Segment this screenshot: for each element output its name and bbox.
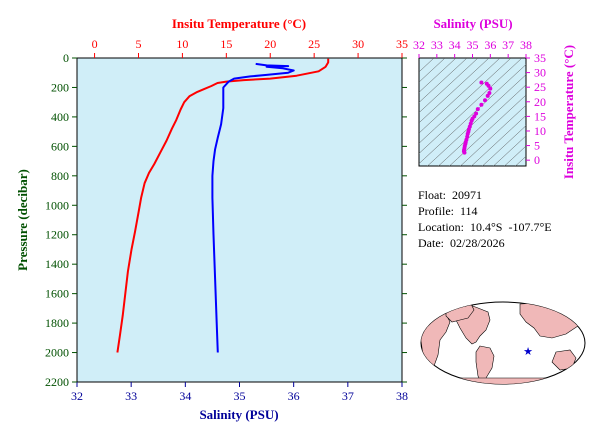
ts-temperature-tick-label: 10 [534, 124, 546, 138]
pressure-tick-label: 200 [51, 80, 69, 94]
ts-salinity-axis-label: Salinity (PSU) [433, 16, 512, 31]
ts-density-contours [419, 33, 595, 172]
ts-salinity-tick-label: 32 [413, 38, 425, 52]
density-contour [460, 104, 526, 166]
float-location: Location: 10.4°S -107.7°E [418, 220, 552, 234]
ts-temperature-tick-label: 5 [534, 139, 540, 153]
density-contour [493, 135, 526, 166]
float-id: Float: 20971 [418, 188, 483, 202]
salinity-tick-label: 34 [179, 389, 191, 403]
temperature-tick-label: 5 [135, 37, 141, 51]
density-contour [419, 58, 501, 134]
ts-plot-area [418, 57, 527, 167]
ts-point [486, 83, 491, 88]
pressure-tick-label: 2000 [45, 346, 69, 360]
temperature-tick-label: 35 [396, 37, 408, 51]
ts-salinity-tick-label: 34 [449, 38, 461, 52]
ts-temperature-tick-label: 20 [534, 95, 546, 109]
ts-salinity-tick-label: 33 [431, 38, 443, 52]
profile-axes: 0 5 10 15 20 25 30 35 32 33 34 35 36 37 38 0 200 400 600 80… [45, 37, 408, 403]
pressure-tick-label: 1000 [45, 198, 69, 212]
ts-point [475, 107, 480, 112]
salinity-tick-label: 37 [342, 389, 354, 403]
pressure-tick-label: 2200 [45, 375, 69, 389]
world-map: ★ [420, 301, 586, 385]
density-contour [520, 33, 595, 172]
ts-temperature-tick-label: 15 [534, 109, 546, 123]
ts-salinity-tick-label: 37 [502, 38, 514, 52]
ts-temperature-axis-label: Insitu Temperature (°C) [561, 45, 576, 179]
float-location-marker: ★ [523, 346, 533, 358]
ts-point [488, 86, 493, 91]
pressure-tick-label: 1600 [45, 287, 69, 301]
pressure-tick-label: 400 [51, 110, 69, 124]
density-contour [427, 74, 526, 166]
ts-temperature-tick-label: 30 [534, 66, 546, 80]
ts-temperature-tick-label: 25 [534, 80, 546, 94]
ts-point [462, 150, 467, 155]
pressure-tick-label: 1400 [45, 257, 69, 271]
ts-point [483, 98, 487, 103]
density-contour [419, 58, 479, 114]
ts-salinity-tick-label: 35 [467, 38, 479, 52]
pressure-tick-label: 600 [51, 139, 69, 153]
density-contour [419, 64, 526, 164]
profile-plot-area [76, 57, 403, 383]
temperature-axis-label: Insitu Temperature (°C) [172, 16, 306, 31]
salinity-tick-label: 35 [234, 389, 246, 403]
density-contour [449, 94, 526, 166]
salinity-tick-label: 38 [396, 389, 408, 403]
ts-point [485, 93, 490, 98]
density-contour [471, 115, 526, 166]
salinity-tick-label: 36 [288, 389, 300, 403]
temperature-profile-line [116, 58, 330, 353]
temperature-tick-label: 20 [264, 37, 276, 51]
ts-points [461, 80, 493, 155]
ts-temperature-tick-label: 0 [534, 153, 540, 167]
density-contour [438, 84, 526, 166]
temperature-tick-label: 25 [308, 37, 320, 51]
temperature-tick-label: 15 [220, 37, 232, 51]
salinity-profile-line [211, 62, 295, 353]
pressure-tick-label: 1200 [45, 228, 69, 242]
salinity-tick-label: 32 [71, 389, 83, 403]
density-contour [419, 58, 512, 144]
pressure-tick-label: 0 [63, 51, 69, 65]
pressure-tick-label: 1800 [45, 316, 69, 330]
pressure-axis-label: Pressure (decibar) [15, 169, 30, 271]
ts-point [479, 80, 484, 85]
ts-point [474, 111, 479, 116]
ts-salinity-tick-label: 38 [520, 38, 532, 52]
density-contour [482, 125, 526, 166]
density-contour [504, 145, 526, 166]
ts-point [487, 91, 492, 95]
density-contour [419, 58, 523, 154]
density-contour [419, 58, 490, 124]
density-contour [515, 155, 526, 166]
temperature-tick-label: 10 [176, 37, 188, 51]
ts-salinity-tick-label: 36 [484, 38, 496, 52]
salinity-axis-label: Salinity (PSU) [199, 407, 278, 422]
temperature-tick-label: 0 [92, 37, 98, 51]
temperature-tick-label: 30 [352, 37, 364, 51]
profile-series [116, 58, 330, 353]
profile-number: Profile: 114 [418, 204, 478, 218]
salinity-tick-label: 33 [125, 389, 137, 403]
ts-temperature-tick-label: 35 [534, 51, 546, 65]
pressure-tick-label: 800 [51, 169, 69, 183]
ts-point [479, 102, 484, 107]
profile-date: Date: 02/28/2026 [418, 236, 505, 250]
